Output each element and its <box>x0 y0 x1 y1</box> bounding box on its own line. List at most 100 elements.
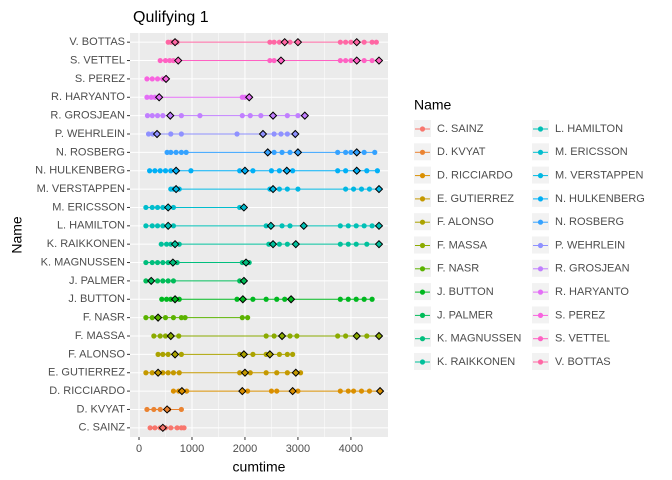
y-tick-label: F. MASSA <box>75 330 126 342</box>
point <box>178 149 184 155</box>
point <box>263 223 269 229</box>
marked-point <box>170 37 180 47</box>
point <box>345 223 351 229</box>
marked-point <box>170 239 180 249</box>
panel <box>130 33 388 437</box>
point <box>276 241 282 247</box>
legend-label: K. MAGNUSSEN <box>437 333 521 345</box>
point <box>170 223 177 229</box>
marked-point <box>268 239 278 249</box>
point <box>162 333 169 339</box>
marked-point <box>168 258 178 267</box>
legend-dot <box>419 219 426 225</box>
point <box>345 388 351 394</box>
point <box>157 333 163 339</box>
point <box>160 259 166 266</box>
point <box>148 94 154 100</box>
legend-dot <box>419 196 426 202</box>
y-tick-label: N. HULKENBERG <box>35 165 125 177</box>
marked-point <box>174 56 183 65</box>
legend-dot <box>537 149 544 155</box>
marked-point <box>239 350 249 359</box>
marked-point <box>153 368 163 377</box>
x-axis-label: cumtime <box>233 459 286 475</box>
point <box>353 241 359 247</box>
marked-point <box>299 221 308 231</box>
point <box>163 296 170 302</box>
point <box>157 406 163 413</box>
point <box>343 149 349 155</box>
point <box>337 57 343 64</box>
point <box>369 296 375 302</box>
point <box>176 333 182 339</box>
point <box>237 351 243 357</box>
point <box>165 259 171 266</box>
x-tick-label: 0 <box>136 443 142 455</box>
y-tick-label: C. SAINZ <box>79 422 126 434</box>
point <box>162 315 169 321</box>
marked-point <box>263 148 272 157</box>
point <box>173 149 179 155</box>
y-tick-label: J. PALMER <box>69 275 125 287</box>
y-tick-label: N. ROSBERG <box>56 146 125 158</box>
y-tick-label: D. KVYAT <box>77 403 126 415</box>
x-tick-label: 3000 <box>286 443 310 455</box>
point <box>160 223 166 229</box>
marked-point <box>170 350 180 359</box>
marked-point <box>240 166 250 175</box>
y-tick-label: S. PEREZ <box>75 73 125 85</box>
point <box>143 259 149 266</box>
legend-label: R. HARYANTO <box>555 286 629 298</box>
point <box>168 131 174 137</box>
legend-dot <box>419 336 426 342</box>
marked-point <box>238 295 248 304</box>
point <box>162 57 169 64</box>
point <box>364 241 370 247</box>
point <box>188 168 194 174</box>
point <box>337 296 343 302</box>
legend-label: D. KVYAT <box>437 146 486 158</box>
point <box>183 149 189 155</box>
point <box>234 296 240 302</box>
marked-point <box>291 129 300 139</box>
point <box>154 259 161 266</box>
point <box>282 296 288 302</box>
point <box>234 131 240 137</box>
point <box>271 149 277 155</box>
point <box>170 370 177 376</box>
legend-dot <box>419 266 426 272</box>
legend-label: N. ROSBERG <box>555 216 624 228</box>
point <box>290 351 296 357</box>
point <box>361 296 367 302</box>
point <box>242 94 248 100</box>
point <box>271 333 277 339</box>
point <box>150 131 156 137</box>
point <box>274 388 280 394</box>
marked-point <box>146 276 156 286</box>
point <box>152 94 158 100</box>
point <box>178 351 184 357</box>
point <box>158 241 164 247</box>
point <box>263 296 269 302</box>
marked-point <box>170 295 180 304</box>
point <box>250 351 256 357</box>
marked-point <box>288 386 297 396</box>
legend-label: E. GUTIERREZ <box>437 193 514 205</box>
marked-point <box>177 386 187 396</box>
marked-point <box>241 258 251 267</box>
point <box>266 241 272 247</box>
point <box>279 223 285 229</box>
point <box>182 315 188 321</box>
point <box>263 370 269 376</box>
point <box>181 425 187 431</box>
point <box>271 57 277 64</box>
point <box>165 370 171 376</box>
point <box>337 241 343 247</box>
y-tick-label: J. BUTTON <box>68 293 125 305</box>
point <box>287 333 293 339</box>
point <box>350 186 357 192</box>
legend-dot <box>419 173 426 179</box>
point <box>258 113 264 119</box>
marked-point <box>153 313 163 322</box>
point <box>149 223 155 229</box>
